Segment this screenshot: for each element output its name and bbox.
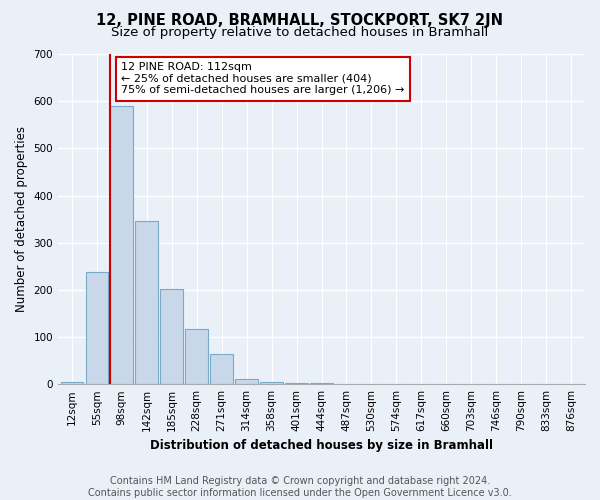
Bar xyxy=(211,354,233,384)
Bar xyxy=(235,380,258,384)
X-axis label: Distribution of detached houses by size in Bramhall: Distribution of detached houses by size … xyxy=(150,440,493,452)
Bar xyxy=(160,289,183,384)
Y-axis label: Number of detached properties: Number of detached properties xyxy=(15,126,28,312)
Bar xyxy=(86,272,108,384)
Bar xyxy=(185,330,208,384)
Text: Size of property relative to detached houses in Bramhall: Size of property relative to detached ho… xyxy=(112,26,488,39)
Text: Contains HM Land Registry data © Crown copyright and database right 2024.
Contai: Contains HM Land Registry data © Crown c… xyxy=(88,476,512,498)
Bar xyxy=(61,382,83,384)
Bar xyxy=(260,382,283,384)
Bar xyxy=(310,383,333,384)
Text: 12, PINE ROAD, BRAMHALL, STOCKPORT, SK7 2JN: 12, PINE ROAD, BRAMHALL, STOCKPORT, SK7 … xyxy=(97,12,503,28)
Bar xyxy=(136,220,158,384)
Text: 12 PINE ROAD: 112sqm
← 25% of detached houses are smaller (404)
75% of semi-deta: 12 PINE ROAD: 112sqm ← 25% of detached h… xyxy=(121,62,404,96)
Bar xyxy=(110,106,133,384)
Bar xyxy=(286,383,308,384)
